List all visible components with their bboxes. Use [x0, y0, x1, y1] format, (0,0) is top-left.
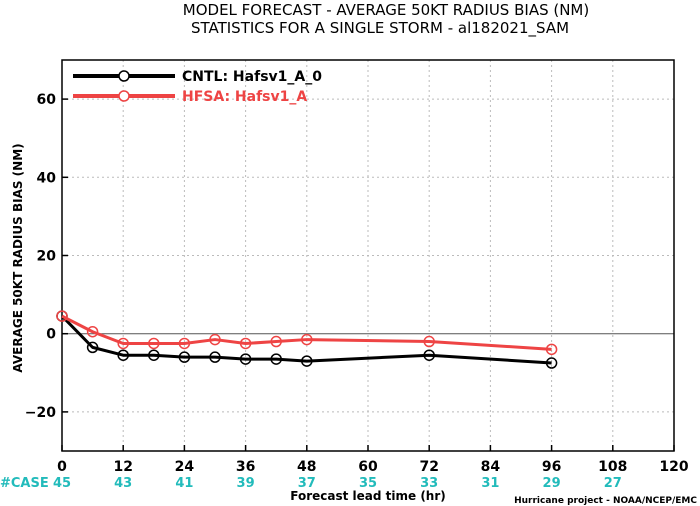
case-count: 43 [114, 476, 132, 491]
case-label: #CASE [0, 476, 49, 491]
data-point [148, 337, 160, 350]
x-tick-label: 36 [236, 459, 255, 475]
x-tick-label: 108 [598, 459, 627, 475]
case-count: 37 [298, 476, 316, 491]
y-tick-label: 20 [37, 249, 57, 265]
y-tick-label: 60 [37, 92, 57, 108]
series-2 [56, 310, 558, 356]
y-tick-label: 0 [46, 327, 56, 343]
legend-marker [118, 70, 130, 82]
data-point [301, 355, 313, 367]
legend-marker [118, 90, 130, 102]
y-axis-label: AVERAGE 50KT RADIUS BIAS (NM) [11, 143, 25, 372]
legend: CNTL: Hafsv1_A_0 HFSA: Hafsv1_A [73, 69, 322, 105]
x-tick-label: 72 [419, 459, 438, 475]
y-axis: −20 0 20 40 60 [25, 92, 68, 421]
x-tick-label: 24 [175, 459, 195, 475]
case-count: 35 [359, 476, 377, 491]
data-point [209, 351, 221, 363]
case-counts: #CASE 45 43 41 39 37 35 33 31 29 27 [0, 476, 622, 491]
x-axis-label: Forecast lead time (hr) [290, 489, 446, 503]
series-group [56, 310, 558, 369]
data-point [270, 353, 282, 365]
x-tick-label: 12 [113, 459, 132, 475]
data-point [117, 337, 129, 350]
credit-text: Hurricane project - NOAA/NCEP/EMC [514, 496, 697, 506]
data-point [86, 341, 99, 354]
case-count: 45 [53, 476, 71, 491]
data-point [545, 357, 558, 369]
case-count: 39 [237, 476, 255, 491]
data-point [545, 343, 558, 356]
data-point [270, 335, 282, 348]
x-axis: 0 12 24 36 48 60 72 84 96 108 120 [57, 445, 689, 475]
x-tick-label: 60 [358, 459, 378, 475]
data-point [423, 335, 435, 348]
case-count: 27 [604, 476, 622, 491]
data-point [423, 349, 435, 361]
y-tick-label: 40 [37, 170, 57, 186]
series-1 [56, 310, 558, 369]
legend-label: HFSA: Hafsv1_A [182, 89, 307, 105]
legend-label: CNTL: Hafsv1_A_0 [182, 69, 322, 85]
data-point [56, 310, 68, 322]
case-count: 29 [543, 476, 561, 491]
grid [62, 60, 674, 451]
x-tick-label: 84 [481, 459, 501, 475]
chart-subtitle: STATISTICS FOR A SINGLE STORM - al182021… [191, 19, 569, 38]
series-line [61, 314, 552, 351]
data-point [148, 349, 160, 361]
data-point [239, 353, 252, 365]
x-tick-label: 48 [297, 459, 316, 475]
chart-title: MODEL FORECAST - AVERAGE 50KT RADIUS BIA… [183, 1, 589, 19]
x-tick-label: 0 [57, 459, 67, 475]
y-tick-label: −20 [25, 405, 56, 421]
data-point [209, 333, 221, 346]
data-point [178, 337, 191, 350]
data-point [178, 351, 191, 363]
case-count: 31 [481, 476, 499, 491]
x-tick-label: 96 [542, 459, 561, 475]
data-point [117, 349, 129, 361]
case-count: 33 [420, 476, 438, 491]
data-point [301, 333, 313, 346]
data-point [239, 337, 252, 350]
data-point [86, 325, 99, 338]
series-line [60, 315, 552, 365]
case-count: 41 [175, 476, 193, 491]
x-tick-label: 120 [659, 459, 688, 475]
